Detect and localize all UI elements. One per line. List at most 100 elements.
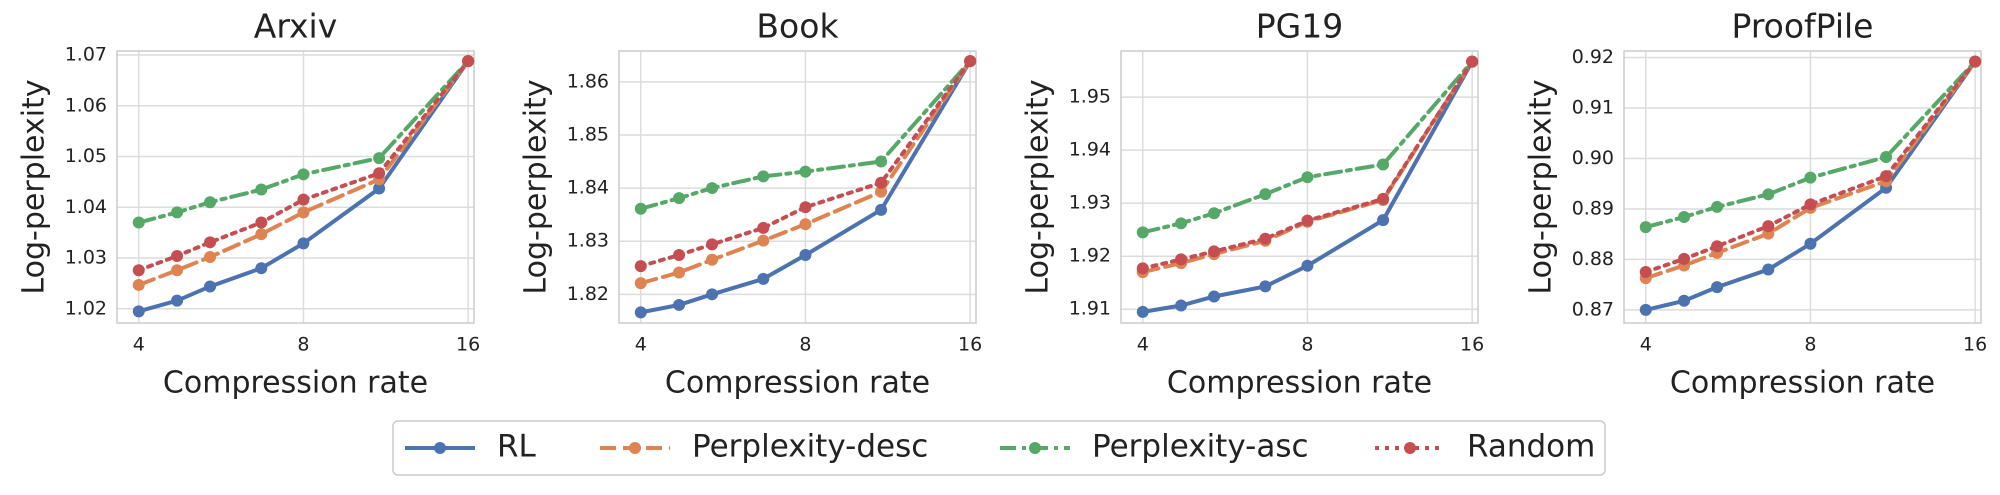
y-tick-label: 0.92 xyxy=(1572,46,1614,68)
point xyxy=(875,176,888,189)
point xyxy=(462,55,475,68)
point xyxy=(1969,55,1982,68)
legend-box xyxy=(392,420,1606,476)
point xyxy=(1259,280,1272,293)
point xyxy=(171,206,184,219)
point xyxy=(757,170,770,183)
point xyxy=(1678,252,1691,265)
point xyxy=(171,264,184,277)
point xyxy=(1711,240,1724,253)
point xyxy=(132,264,145,277)
point xyxy=(799,165,812,178)
point xyxy=(706,253,719,266)
point xyxy=(706,288,719,301)
series: Random xyxy=(1136,55,1479,275)
y-tick-label: 1.86 xyxy=(567,70,609,92)
point xyxy=(373,167,386,180)
y-tick-label: 1.02 xyxy=(65,297,107,319)
x-tick-label: 4 xyxy=(1137,334,1149,356)
x-tick-label: 16 xyxy=(958,334,982,356)
point xyxy=(1762,220,1775,233)
y-tick-label: 1.92 xyxy=(1069,245,1111,267)
y-tick-label: 1.04 xyxy=(65,196,107,218)
point xyxy=(132,305,145,318)
point xyxy=(255,262,268,275)
point xyxy=(297,168,310,181)
y-tick-label: 0.89 xyxy=(1572,197,1614,219)
x-tick-label: 8 xyxy=(297,334,309,356)
point xyxy=(1208,207,1221,220)
point xyxy=(673,266,686,279)
point xyxy=(1301,259,1314,272)
point xyxy=(706,182,719,195)
y-axis-label: Log-perplexity xyxy=(17,79,52,294)
legend-marker xyxy=(434,442,446,454)
y-tick-label: 0.90 xyxy=(1572,147,1614,169)
point xyxy=(1639,303,1652,316)
x-tick-label: 4 xyxy=(1640,334,1652,356)
point xyxy=(204,196,217,209)
point xyxy=(297,206,310,219)
point xyxy=(634,202,647,215)
series: Perplexity-asc xyxy=(1639,55,1982,234)
y-tick-label: 1.93 xyxy=(1069,192,1111,214)
point xyxy=(255,216,268,229)
x-tick-label: 16 xyxy=(1963,334,1987,356)
y-tick-label: 1.91 xyxy=(1069,298,1111,320)
point xyxy=(964,55,977,68)
point xyxy=(757,234,770,247)
point xyxy=(132,278,145,291)
point xyxy=(204,280,217,293)
point xyxy=(1175,217,1188,230)
legend-marker xyxy=(1404,442,1416,454)
plot-frame xyxy=(1623,50,1982,324)
point xyxy=(634,260,647,273)
y-tick-label: 1.07 xyxy=(65,44,107,66)
point xyxy=(1804,171,1817,184)
point xyxy=(1175,253,1188,266)
point xyxy=(171,294,184,307)
point xyxy=(1880,170,1893,183)
point xyxy=(1259,188,1272,201)
legend-label: Perplexity-asc xyxy=(1092,429,1309,465)
x-axis-label: Compression rate xyxy=(163,366,428,401)
x-tick-label: 4 xyxy=(133,334,145,356)
y-axis-label: Log-perplexity xyxy=(519,79,554,294)
point xyxy=(171,250,184,263)
legend-label: Perplexity-desc xyxy=(692,429,928,465)
point xyxy=(1301,214,1314,227)
point xyxy=(757,272,770,285)
point xyxy=(1711,200,1724,213)
y-axis-label: Log-perplexity xyxy=(1524,79,1559,294)
point xyxy=(297,237,310,250)
point xyxy=(1377,192,1390,205)
point xyxy=(1880,150,1893,163)
point xyxy=(1804,198,1817,211)
point xyxy=(1136,262,1149,275)
point xyxy=(132,216,145,229)
legend-label: Random xyxy=(1467,429,1595,465)
series: RL xyxy=(132,55,475,318)
series: Random xyxy=(1639,55,1982,279)
y-tick-label: 0.91 xyxy=(1572,97,1614,119)
y-tick-label: 1.85 xyxy=(567,123,609,145)
point xyxy=(1175,299,1188,312)
chart-title: Book xyxy=(756,7,839,46)
y-tick-label: 1.06 xyxy=(65,94,107,116)
x-tick-label: 8 xyxy=(799,334,811,356)
point xyxy=(1678,294,1691,307)
point xyxy=(204,251,217,264)
point xyxy=(297,193,310,206)
x-tick-label: 16 xyxy=(456,334,480,356)
series: Random xyxy=(132,55,475,277)
point xyxy=(1377,214,1390,227)
point xyxy=(255,183,268,196)
point xyxy=(706,238,719,251)
x-axis-label: Compression rate xyxy=(1670,366,1935,401)
legend-label: RL xyxy=(497,429,537,465)
point xyxy=(875,155,888,168)
x-tick-label: 8 xyxy=(1301,334,1313,356)
point xyxy=(634,306,647,319)
y-tick-label: 1.05 xyxy=(65,145,107,167)
y-tick-label: 1.82 xyxy=(567,283,609,305)
